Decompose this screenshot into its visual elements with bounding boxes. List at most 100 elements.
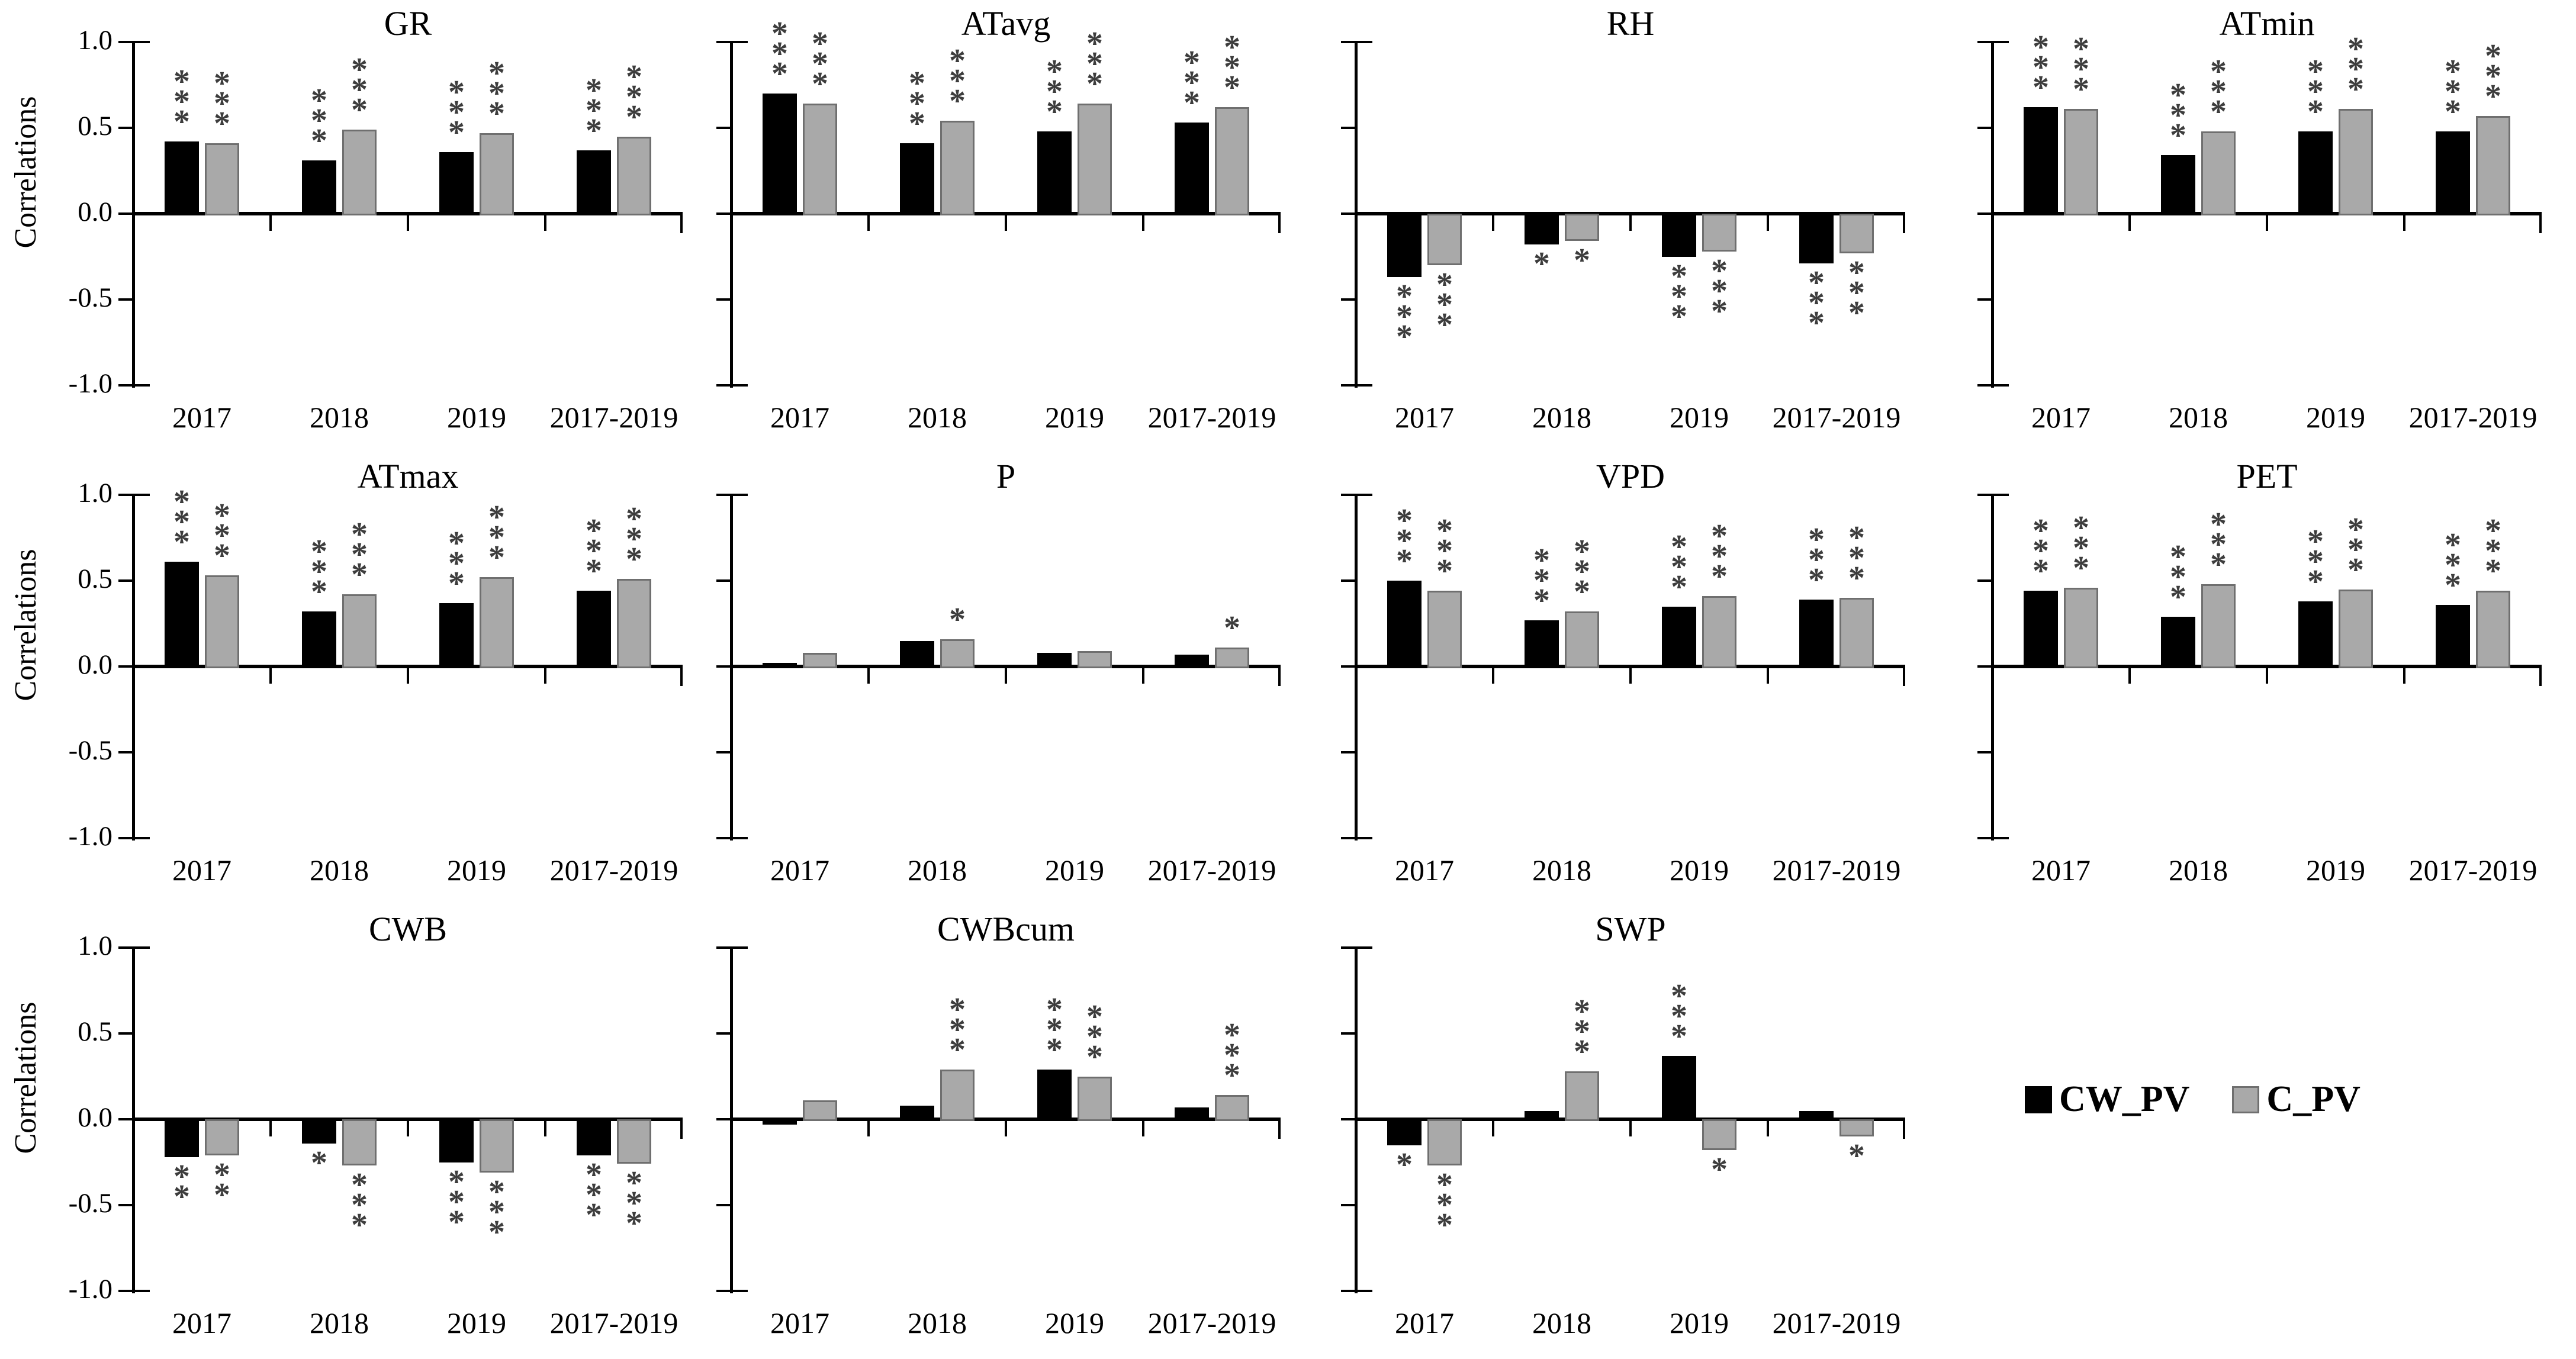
- y-axis-top-serif: [133, 946, 150, 949]
- y-axis-tick: [716, 579, 731, 582]
- y-axis-tick: [1341, 579, 1356, 582]
- bar-c-pv: [342, 594, 377, 668]
- bar-c-pv: [480, 133, 514, 215]
- y-tick-label: 1.0: [78, 478, 112, 508]
- significance-stars: * * *: [351, 51, 368, 128]
- x-axis: [1992, 212, 2542, 215]
- x-tick-label: 2017-2019: [1147, 1306, 1276, 1339]
- significance-stars: * * *: [2033, 513, 2049, 590]
- bar-cw-pv: [1037, 652, 1072, 668]
- bar-c-pv: [480, 577, 514, 668]
- x-axis-tick: [2128, 668, 2131, 684]
- x-axis: [1356, 1118, 1905, 1121]
- y-axis-tick: [1977, 494, 1992, 496]
- significance-stars: * * *: [448, 1163, 465, 1241]
- bar-c-pv: [342, 129, 377, 215]
- y-axis-tick: [1341, 127, 1356, 129]
- bar-cw-pv: [763, 94, 797, 215]
- bar-cw-pv: [165, 141, 199, 215]
- x-axis-tick: [1767, 1121, 1769, 1136]
- y-axis-top-serif: [1992, 494, 2009, 496]
- bar-cw-pv: [1799, 1110, 1834, 1121]
- x-axis-end-tick: [1903, 1121, 1905, 1139]
- y-axis-tick: [1341, 298, 1356, 301]
- bar-c-pv: [1702, 214, 1736, 252]
- y-axis-tick: [716, 1290, 731, 1292]
- y-axis-tick: [716, 665, 731, 668]
- x-axis: [731, 665, 1281, 668]
- significance-stars: *: [1711, 1151, 1728, 1189]
- bar-c-pv: [1702, 596, 1736, 668]
- bar-cw-pv: [2298, 131, 2333, 215]
- bar-cw-pv: [439, 1119, 474, 1162]
- x-axis-tick: [1142, 668, 1144, 684]
- bar-cw-pv: [2024, 591, 2058, 668]
- x-tick-label: 2017-2019: [2408, 401, 2538, 434]
- y-axis-bottom-serif: [1356, 1290, 1372, 1292]
- x-axis-tick: [867, 215, 870, 231]
- y-axis-tick: [118, 1204, 133, 1206]
- y-axis-tick: [716, 298, 731, 301]
- x-axis-tick: [407, 1121, 409, 1136]
- y-axis-bottom-serif: [731, 1290, 748, 1292]
- bar-c-pv: [1427, 591, 1462, 668]
- y-axis-tick: [118, 665, 133, 668]
- x-axis-tick: [407, 215, 409, 231]
- x-axis: [1356, 665, 1905, 668]
- bar-c-pv: [480, 1119, 514, 1173]
- y-axis-tick: [716, 127, 731, 129]
- y-axis-tick: [716, 946, 731, 949]
- bar-c-pv: [1565, 214, 1599, 241]
- x-tick-label: 2019: [447, 854, 506, 887]
- significance-stars: * * *: [1436, 1167, 1453, 1244]
- bar-cw-pv: [763, 1119, 797, 1125]
- bar-cw-pv: [2436, 604, 2470, 668]
- y-axis-top-serif: [1356, 946, 1372, 949]
- x-axis: [133, 212, 683, 215]
- x-tick-label: 2018: [908, 1306, 967, 1339]
- y-axis-top-serif: [1356, 41, 1372, 43]
- y-axis-tick: [1977, 751, 1992, 753]
- x-tick-label: 2018: [908, 401, 967, 434]
- bar-c-pv: [1078, 1076, 1112, 1121]
- legend: CW_PV C_PV: [2025, 1078, 2360, 1120]
- y-axis-bottom-serif: [1992, 837, 2009, 839]
- bar-c-pv: [1215, 107, 1249, 215]
- significance-stars: *: [1848, 1138, 1865, 1174]
- significance-stars: * * *: [626, 501, 642, 578]
- panel-title: PET: [2236, 457, 2298, 495]
- y-axis-tick: [1977, 212, 1992, 215]
- bar-c-pv: [2064, 587, 2098, 668]
- y-axis-tick: [716, 1204, 731, 1206]
- bar-c-pv: [1702, 1119, 1736, 1151]
- significance-stars: * * *: [1711, 252, 1728, 330]
- x-tick-label: 2017-2019: [1772, 401, 1901, 434]
- x-axis-end-tick: [680, 668, 683, 686]
- bar-c-pv: [1215, 648, 1249, 668]
- x-tick-label: 2019: [1670, 401, 1729, 434]
- legend-item-c-pv: C_PV: [2232, 1078, 2360, 1120]
- x-axis-tick: [1142, 215, 1144, 231]
- y-axis-tick: [1341, 212, 1356, 215]
- x-tick-label: 2019: [1045, 401, 1104, 434]
- x-tick-label: 2017: [172, 401, 231, 434]
- significance-stars: * * *: [949, 991, 966, 1068]
- y-axis-bottom-serif: [133, 1290, 150, 1292]
- x-axis: [731, 1118, 1281, 1121]
- x-tick-label: 2019: [1045, 1306, 1104, 1339]
- x-axis-tick: [2403, 668, 2405, 684]
- panel-title: P: [996, 457, 1016, 495]
- x-tick-label: 2017: [2031, 401, 2091, 434]
- bar-cw-pv: [1799, 214, 1834, 264]
- y-axis-tick: [716, 41, 731, 43]
- significance-stars: * * *: [2347, 31, 2364, 108]
- y-axis-tick: [1977, 837, 1992, 839]
- x-axis-tick: [269, 1121, 272, 1136]
- x-tick-label: 2018: [1532, 854, 1591, 887]
- bar-cw-pv: [900, 143, 934, 215]
- panel-title: CWB: [368, 910, 448, 948]
- y-axis-tick: [118, 212, 133, 215]
- x-tick-label: 2017: [172, 1306, 231, 1339]
- y-axis-tick: [1977, 298, 1992, 301]
- panel-title: ATmax: [357, 457, 459, 495]
